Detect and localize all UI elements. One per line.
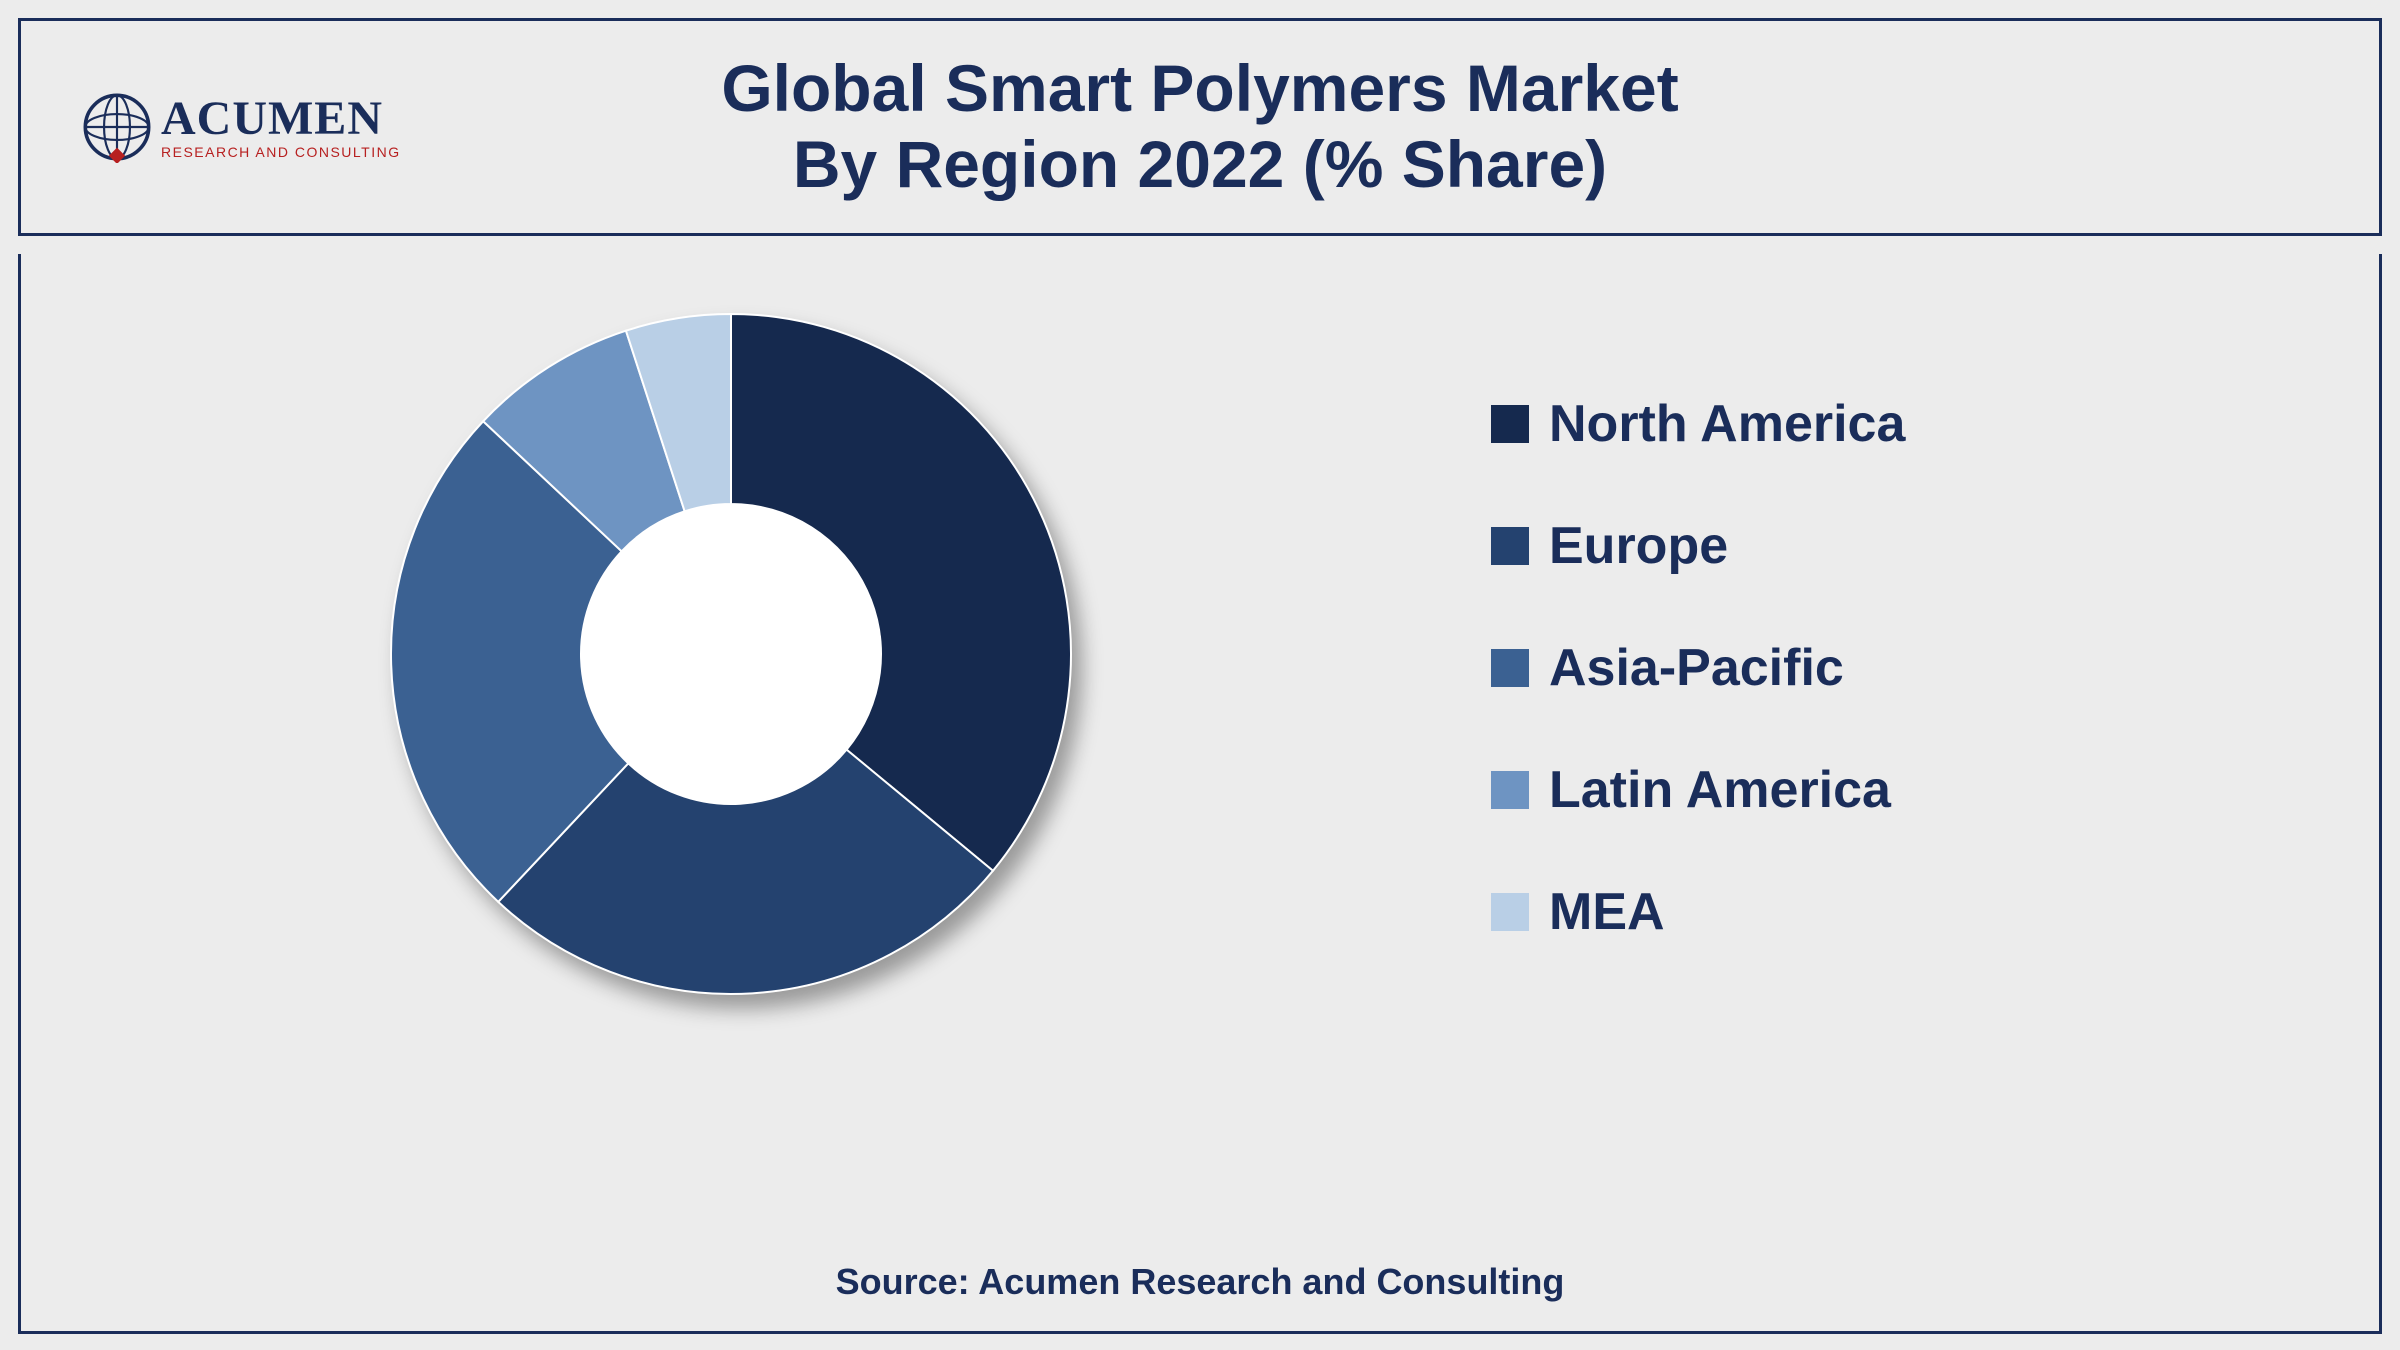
legend-item: North America xyxy=(1491,394,1905,454)
legend-swatch xyxy=(1491,527,1529,565)
logo-text: ACUMEN RESEARCH AND CONSULTING xyxy=(161,95,401,159)
source-text: Source: Acumen Research and Consulting xyxy=(21,1261,2379,1303)
legend-item: Latin America xyxy=(1491,760,1905,820)
legend-swatch xyxy=(1491,405,1529,443)
legend-label: Asia-Pacific xyxy=(1549,638,1844,698)
logo-main-text: ACUMEN xyxy=(161,95,401,143)
outer-frame: ACUMEN RESEARCH AND CONSULTING Global Sm… xyxy=(18,18,2382,1340)
brand-logo: ACUMEN RESEARCH AND CONSULTING xyxy=(81,91,401,163)
legend-item: Europe xyxy=(1491,516,1905,576)
chart-body: North America Europe Asia-Pacific Latin Ame… xyxy=(18,254,2382,1334)
legend-label: North America xyxy=(1549,394,1905,454)
legend: North America Europe Asia-Pacific Latin Ame… xyxy=(1491,394,1905,942)
legend-label: Europe xyxy=(1549,516,1728,576)
legend-item: MEA xyxy=(1491,882,1905,942)
legend-item: Asia-Pacific xyxy=(1491,638,1905,698)
legend-label: Latin America xyxy=(1549,760,1891,820)
globe-icon xyxy=(81,91,153,163)
legend-swatch xyxy=(1491,771,1529,809)
legend-swatch xyxy=(1491,649,1529,687)
legend-swatch xyxy=(1491,893,1529,931)
donut-chart xyxy=(381,304,1081,1004)
legend-label: MEA xyxy=(1549,882,1665,942)
header-bar: ACUMEN RESEARCH AND CONSULTING Global Sm… xyxy=(18,18,2382,236)
donut-hole xyxy=(581,504,881,804)
logo-sub-text: RESEARCH AND CONSULTING xyxy=(161,145,401,159)
